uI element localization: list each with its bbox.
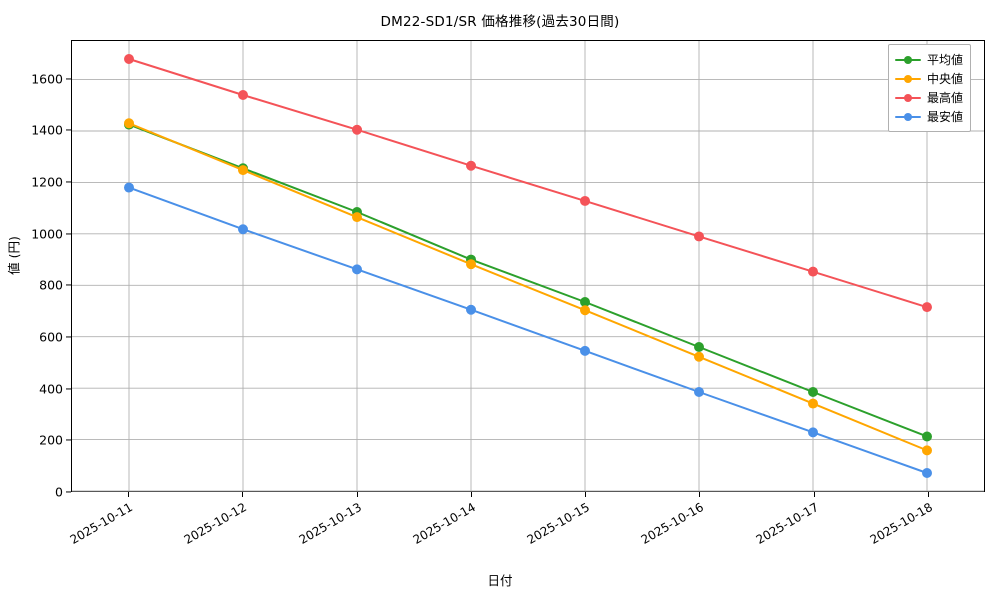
x-axis-tick-label: 2025-10-13	[296, 500, 364, 547]
data-point	[466, 160, 476, 171]
x-axis-tick-label: 2025-10-12	[181, 500, 250, 547]
x-axis-tick-mark	[242, 492, 244, 497]
y-axis-tick-mark	[66, 388, 71, 390]
data-point	[580, 297, 590, 307]
y-axis-tick-mark	[66, 439, 71, 441]
legend-swatch-icon	[895, 54, 921, 66]
y-axis-tick-label: 800	[39, 277, 63, 293]
y-axis-tick-label: 0	[55, 484, 63, 500]
y-axis-tick-label: 1400	[31, 122, 63, 138]
data-point	[922, 431, 932, 442]
series-中央値	[124, 118, 932, 456]
legend-swatch-icon	[895, 92, 921, 104]
data-point	[808, 427, 818, 438]
legend-label: 平均値	[927, 53, 964, 67]
x-axis-tick-mark	[356, 492, 358, 497]
x-axis-tick-label: 2025-10-18	[867, 500, 935, 547]
y-axis-tick-mark	[66, 233, 71, 235]
y-axis-tick-label: 600	[39, 329, 63, 345]
x-axis-tick-labels: 2025-10-11 2025-10-12 2025-10-13 2025-10-14…	[68, 500, 985, 570]
data-point	[694, 387, 704, 397]
y-axis-tick-marks	[0, 40, 71, 493]
data-point	[580, 345, 590, 356]
legend-item-中央値[interactable]: 中央値	[895, 69, 963, 88]
data-series-layer	[124, 54, 932, 478]
data-point	[352, 124, 362, 135]
y-axis-tick-mark	[66, 78, 71, 80]
y-axis-tick-label: 1000	[31, 226, 63, 242]
data-point	[238, 90, 248, 100]
x-axis-tick-label: 2025-10-15	[524, 500, 593, 547]
data-point	[124, 118, 134, 129]
x-axis-label: 日付	[487, 573, 513, 588]
data-point	[808, 266, 818, 277]
x-axis-tick-mark	[470, 492, 472, 497]
grid-lines	[72, 41, 984, 492]
y-axis-tick-mark	[66, 181, 71, 183]
data-point	[352, 212, 362, 223]
data-point	[808, 398, 818, 409]
series-最高値	[124, 54, 932, 313]
series-line	[128, 186, 929, 474]
data-point	[694, 351, 704, 362]
series-最安値	[124, 182, 932, 478]
data-point	[808, 387, 818, 397]
legend-label: 中央値	[927, 72, 964, 86]
data-point	[124, 182, 134, 193]
x-axis-tick-marks	[71, 492, 985, 498]
y-axis-tick-label: 400	[39, 381, 63, 397]
x-axis-tick-label: 2025-10-14	[410, 500, 478, 547]
data-point	[580, 195, 590, 206]
series-line	[128, 58, 929, 309]
x-axis-tick-mark	[927, 492, 929, 497]
y-axis-tick-mark	[66, 284, 71, 286]
x-axis-tick-label: 2025-10-16	[638, 500, 707, 547]
y-axis-tick-label: 1600	[31, 71, 63, 87]
data-point	[124, 54, 134, 64]
legend-label: 最安値	[927, 110, 964, 124]
legend-swatch-icon	[895, 111, 921, 123]
chart-title: DM22-SD1/SR 価格推移(過去30日間)	[380, 14, 620, 30]
y-axis-tick-labels: 0 200 400 600 800 1000 1200 1400 1600	[0, 40, 63, 499]
legend-label: 最高値	[927, 91, 964, 105]
x-axis-tick-mark	[699, 492, 701, 497]
data-point	[922, 302, 932, 313]
data-point	[466, 259, 476, 270]
data-point	[694, 231, 704, 242]
y-axis-label: 値 (円)	[6, 236, 22, 275]
data-point	[238, 224, 248, 235]
x-axis-tick-mark	[585, 492, 587, 497]
x-axis-tick-label: 2025-10-17	[753, 500, 821, 547]
series-line	[128, 123, 929, 438]
y-axis-tick-mark	[66, 336, 71, 338]
legend-item-最高値[interactable]: 最高値	[895, 88, 963, 107]
data-point	[580, 305, 590, 316]
data-point	[694, 342, 704, 352]
y-axis-tick-mark	[66, 491, 71, 493]
y-axis-tick-label: 200	[39, 432, 63, 448]
series-line	[128, 122, 929, 452]
legend-item-最安値[interactable]: 最安値	[895, 107, 963, 126]
data-point	[922, 445, 932, 456]
legend-item-平均値[interactable]: 平均値	[895, 50, 963, 69]
y-axis-tick-label: 1200	[31, 174, 63, 190]
x-axis-tick-label: 2025-10-11	[67, 500, 136, 547]
plot-area	[71, 40, 985, 492]
data-point	[922, 468, 932, 478]
x-axis-tick-mark	[128, 492, 130, 497]
chart-legend[interactable]: 平均値中央値最高値最安値	[888, 44, 972, 132]
data-point	[352, 264, 362, 275]
x-axis-tick-mark	[813, 492, 815, 497]
legend-swatch-icon	[895, 73, 921, 85]
data-point	[466, 304, 476, 315]
data-point	[238, 165, 248, 176]
y-axis-tick-mark	[66, 129, 71, 131]
